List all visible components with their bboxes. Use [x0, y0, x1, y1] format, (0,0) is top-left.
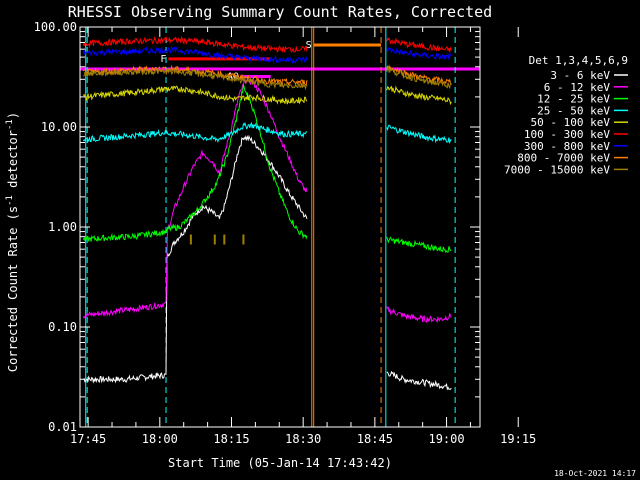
- y-axis-label-part: detector: [6, 130, 20, 195]
- series-3-segment-0: [82, 121, 307, 143]
- y-tick-label: 1.00: [48, 220, 77, 234]
- y-axis-label-part: Corrected Count Rate (s: [6, 206, 20, 372]
- y-tick-label: 0.01: [48, 420, 77, 434]
- series-5-segment-0: [82, 35, 308, 53]
- series-7-segment-0: [82, 64, 308, 87]
- legend-label-7: 800 - 7000 keV: [517, 152, 610, 165]
- series-0-segment-0: [83, 134, 308, 384]
- plot-frame: [79, 26, 481, 428]
- x-tick-label: 19:15: [500, 432, 536, 446]
- x-tick-label: 18:30: [285, 432, 321, 446]
- x-tick-label: 18:00: [142, 432, 178, 446]
- axes: 0.01 0.10 1.00 10.00 100.00 17:45 18:00 18:15 18…: [34, 20, 537, 446]
- legend-label-6: 300 - 800 keV: [524, 140, 610, 153]
- y-tick-label: 10.00: [41, 120, 77, 134]
- footer-timestamp: 18-Oct-2021 14:17: [554, 469, 636, 478]
- y-tick-label: 100.00: [34, 20, 77, 34]
- series-0-segment-1: [386, 370, 452, 391]
- series-1-segment-0: [82, 76, 308, 319]
- legend-label-8: 7000 - 15000 keV: [504, 163, 610, 176]
- x-axis-label: Start Time (05-Jan-14 17:43:42): [168, 456, 392, 470]
- series-4-segment-1: [386, 85, 452, 106]
- series-6-segment-1: [386, 47, 452, 61]
- y-axis-label-sup: -1: [5, 195, 15, 206]
- legend-label-0: 3 - 6 keV: [550, 69, 610, 82]
- x-tick-label: 18:45: [357, 432, 393, 446]
- x-tick-label: 18:15: [213, 432, 249, 446]
- series-4-segment-0: [82, 85, 308, 105]
- flag-label-1: S: [306, 40, 312, 51]
- series-2-segment-0: [82, 84, 308, 242]
- y-axis-label-sup: -1: [5, 119, 15, 130]
- series-5-segment-1: [386, 36, 452, 53]
- series-8-segment-0: [83, 67, 308, 91]
- flag-label-2: F: [160, 54, 166, 65]
- series-7-segment-1: [386, 64, 452, 85]
- series-3-segment-1: [386, 124, 452, 145]
- series-2-segment-1: [386, 236, 452, 254]
- chart-title: RHESSI Observing Summary Count Rates, Co…: [68, 3, 492, 21]
- y-axis-label: Corrected Count Rate (s-1 detector-1): [5, 112, 20, 372]
- legend-label-1: 6 - 12 keV: [544, 81, 611, 94]
- y-tick-label: 0.10: [48, 320, 77, 334]
- legend-label-3: 25 - 50 keV: [537, 104, 610, 117]
- x-tick-label: 19:00: [428, 432, 464, 446]
- legend-label-5: 100 - 300 keV: [524, 128, 610, 141]
- series-8-segment-1: [386, 65, 452, 90]
- series-6-segment-0: [82, 45, 308, 64]
- x-tick-label: 17:45: [70, 432, 106, 446]
- legend-label-2: 12 - 25 keV: [537, 93, 610, 106]
- series-1-segment-1: [386, 305, 452, 324]
- legend-title: Det 1,3,4,5,6,9: [529, 54, 628, 67]
- legend-label-4: 50 - 100 keV: [531, 116, 611, 129]
- y-axis-label-part: ): [6, 112, 20, 119]
